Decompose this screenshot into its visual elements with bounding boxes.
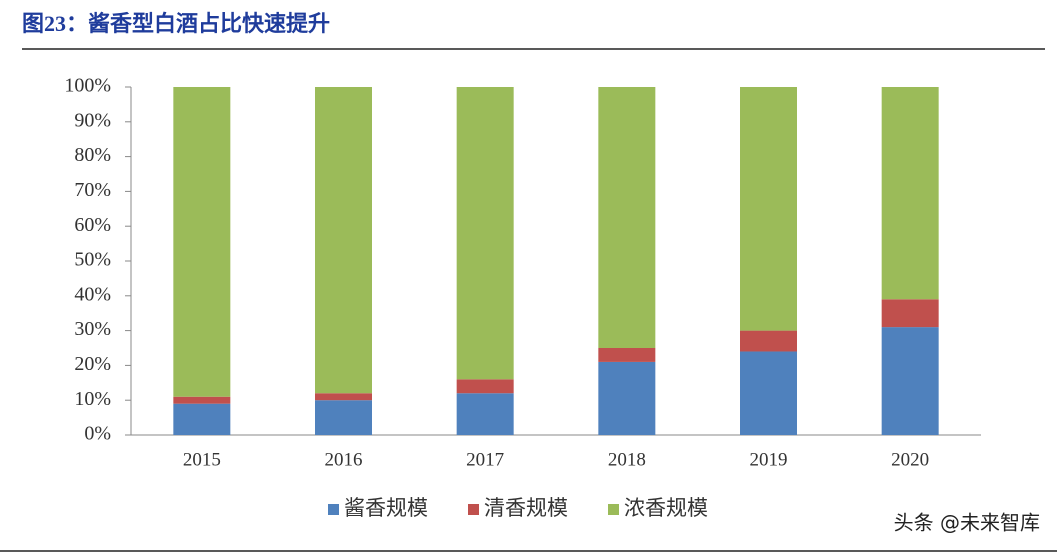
x-tick-label: 2019 <box>750 449 788 470</box>
y-tick-label: 40% <box>74 283 111 305</box>
x-tick-label: 2020 <box>891 449 929 470</box>
chart-title: 图23：酱香型白酒占比快速提升 <box>22 11 330 36</box>
bar-segment <box>881 299 939 328</box>
y-tick-label: 0% <box>84 423 111 445</box>
bar-segment <box>315 393 372 401</box>
bar-segment <box>173 403 231 435</box>
x-tick-label: 2015 <box>183 449 221 470</box>
bar-segment <box>740 330 797 352</box>
y-tick-label: 10% <box>74 388 111 410</box>
y-tick-label: 60% <box>74 214 111 236</box>
bar-segment <box>740 87 797 331</box>
legend-swatch <box>328 504 339 515</box>
bar-segment <box>740 351 797 435</box>
legend-swatch <box>608 504 619 515</box>
bar-segment <box>598 87 656 348</box>
bar-segment <box>881 87 939 300</box>
legend-label: 清香规模 <box>484 496 568 520</box>
bar-segment <box>173 396 231 404</box>
x-tick-label: 2017 <box>466 449 504 470</box>
bar-segment <box>456 379 514 394</box>
bar-segment <box>881 327 939 435</box>
legend-swatch <box>468 504 479 515</box>
legend-label: 浓香规模 <box>624 496 708 520</box>
bar-segment <box>173 87 231 397</box>
bar-segment <box>598 348 656 362</box>
x-tick-label: 2016 <box>325 449 363 470</box>
bar-segment <box>456 393 514 435</box>
y-tick-label: 50% <box>74 249 111 271</box>
y-tick-label: 80% <box>74 144 111 166</box>
bar-segment <box>456 87 514 380</box>
bar-segment <box>315 400 372 435</box>
y-tick-label: 100% <box>64 75 111 97</box>
y-tick-label: 30% <box>74 318 111 340</box>
x-tick-label: 2018 <box>608 449 646 470</box>
y-tick-label: 70% <box>74 179 111 201</box>
y-tick-label: 20% <box>74 353 111 375</box>
bar-segment <box>598 361 656 435</box>
bar-segment <box>315 87 372 394</box>
legend-label: 酱香规模 <box>344 496 428 520</box>
y-tick-label: 90% <box>74 109 111 131</box>
watermark: 头条 @未来智库 <box>894 511 1040 535</box>
